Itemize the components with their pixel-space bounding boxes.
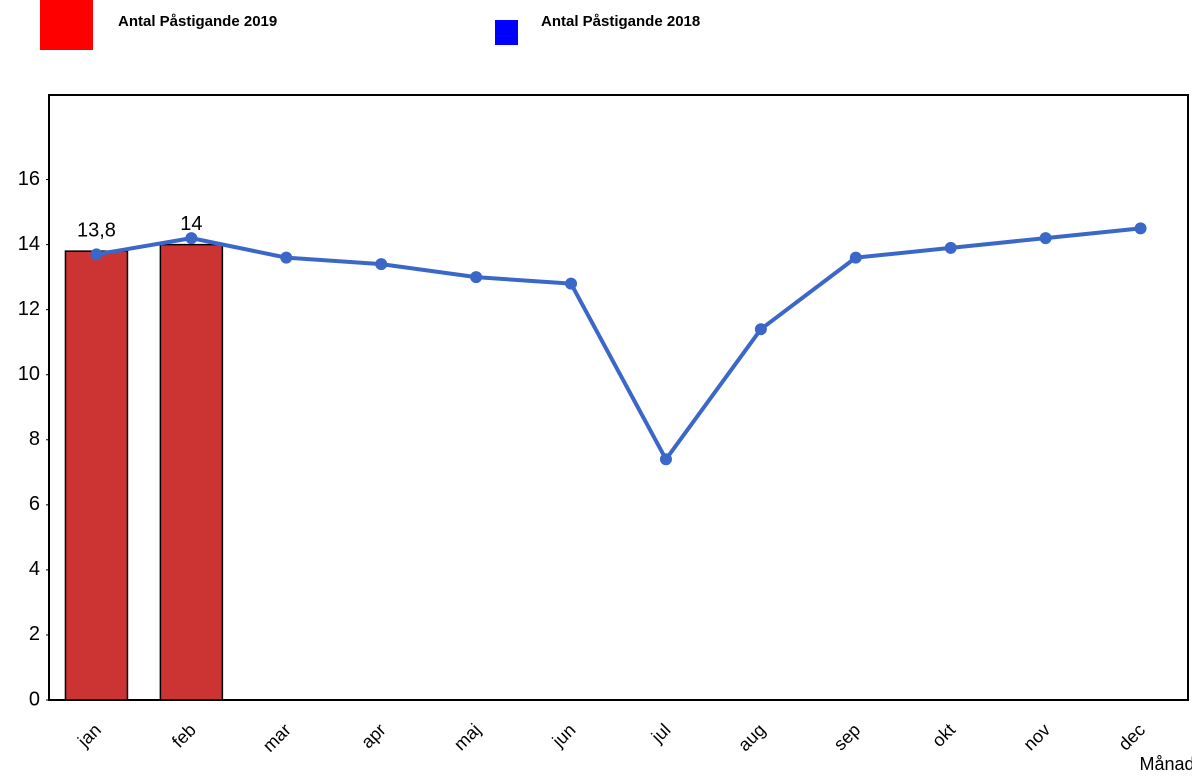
line-point <box>659 453 672 466</box>
x-tick-label: jun <box>548 720 580 752</box>
line-point <box>90 248 103 261</box>
y-tick-label: 4 <box>29 558 40 580</box>
x-tick-label: jan <box>73 720 105 752</box>
y-tick-label: 14 <box>18 233 40 255</box>
legend-swatch <box>40 0 93 50</box>
x-tick-label: jul <box>647 720 675 748</box>
y-tick-label: 0 <box>29 688 40 710</box>
line-point <box>944 241 957 254</box>
line <box>96 226 1141 462</box>
x-tick-label: apr <box>357 720 390 753</box>
x-tick-label: nov <box>1019 720 1054 755</box>
data-label: 13,8 <box>77 219 116 241</box>
data-label: 14 <box>180 213 202 235</box>
line-point <box>565 277 578 290</box>
line-point <box>1039 232 1052 245</box>
legend-label: Antal Påstigande 2018 <box>541 13 700 30</box>
y-tick-label: 2 <box>29 623 40 645</box>
line-point <box>754 323 767 336</box>
x-tick-label: aug <box>734 720 769 755</box>
y-tick-label: 6 <box>29 493 40 515</box>
line-point <box>375 258 388 271</box>
y-tick-label: 12 <box>18 298 40 320</box>
plot-frame <box>48 94 1189 701</box>
bar <box>64 250 129 701</box>
y-tick-label: 8 <box>29 428 40 450</box>
x-tick-label: maj <box>450 720 485 755</box>
x-tick-label: sep <box>830 720 865 755</box>
x-tick-label: okt <box>928 720 959 751</box>
line-point <box>1134 222 1147 235</box>
line-point <box>470 271 483 284</box>
line-point <box>280 251 293 264</box>
x-tick-label: mar <box>259 720 295 756</box>
x-axis-label: Månad <box>1139 754 1192 774</box>
bar <box>159 243 224 701</box>
x-tick-label: feb <box>168 720 200 752</box>
y-tick-label: 16 <box>18 168 40 190</box>
x-tick-label: dec <box>1114 720 1149 755</box>
legend-swatch <box>495 20 518 45</box>
legend-label: Antal Påstigande 2019 <box>118 13 277 30</box>
line-point <box>849 251 862 264</box>
y-tick-label: 10 <box>18 363 40 385</box>
line-point <box>185 232 198 245</box>
